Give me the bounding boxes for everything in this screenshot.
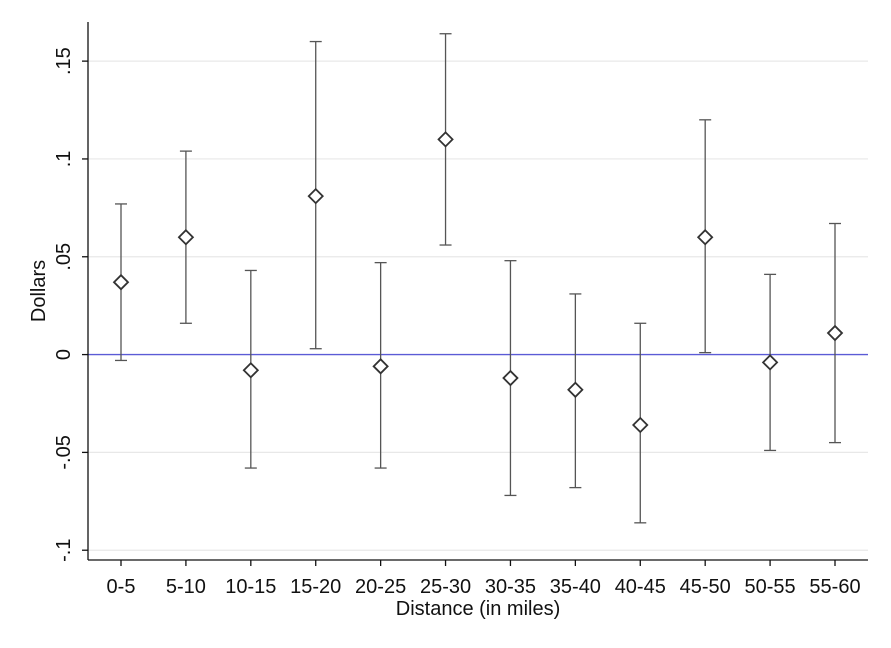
y-tick-labels: -.1 -.05 0 .05 .1 .15 [53, 47, 75, 562]
point-estimate-55-60 [826, 324, 844, 342]
x-tick-label-20-25: 20-25 [355, 576, 406, 598]
point-estimate-35-40 [567, 381, 584, 399]
y-tick-label-3: .05 [53, 243, 75, 271]
y-tick-label-5: .15 [53, 47, 75, 75]
y-tick-label-2: 0 [53, 349, 75, 360]
x-tick-labels: 0-5 5-10 10-15 15-20 20-25 25-30 30-35 35-40 40-… [107, 576, 861, 598]
y-tick-label-4: .1 [53, 151, 75, 168]
grid-lines [88, 60, 868, 551]
x-tick-label-10-15: 10-15 [225, 576, 276, 598]
x-tick-label-25-30: 25-30 [420, 576, 471, 598]
point-estimate-15-20 [307, 187, 325, 205]
x-tick-label-0-5: 0-5 [107, 576, 136, 598]
point-estimates [112, 131, 844, 434]
point-estimate-5-10 [177, 228, 195, 246]
point-estimate-25-30 [437, 131, 454, 148]
x-tick-label-30-35: 30-35 [485, 576, 536, 598]
point-estimate-30-35 [502, 369, 519, 387]
y-tick-label-0: -.1 [53, 539, 75, 562]
error-bars [115, 33, 841, 524]
x-tick-label-15-20: 15-20 [290, 576, 341, 598]
x-tick-label-35-40: 35-40 [550, 576, 601, 598]
x-axis-title: Distance (in miles) [396, 598, 560, 620]
x-tick-label-5-10: 5-10 [166, 576, 206, 598]
point-estimate-50-55 [761, 354, 779, 371]
point-estimate-0-5 [112, 273, 130, 291]
point-estimate-10-15 [242, 361, 260, 379]
axes [82, 22, 868, 566]
x-tick-label-55-60: 55-60 [809, 576, 860, 598]
y-axis-title: Dollars [28, 260, 50, 322]
x-tick-label-40-45: 40-45 [615, 576, 666, 598]
x-tick-label-50-55: 50-55 [745, 576, 796, 598]
point-estimate-45-50 [696, 228, 714, 246]
x-tick-label-45-50: 45-50 [680, 576, 731, 598]
y-tick-label-1: -.05 [53, 435, 75, 469]
point-estimate-40-45 [631, 416, 649, 434]
point-estimate-20-25 [372, 358, 389, 375]
